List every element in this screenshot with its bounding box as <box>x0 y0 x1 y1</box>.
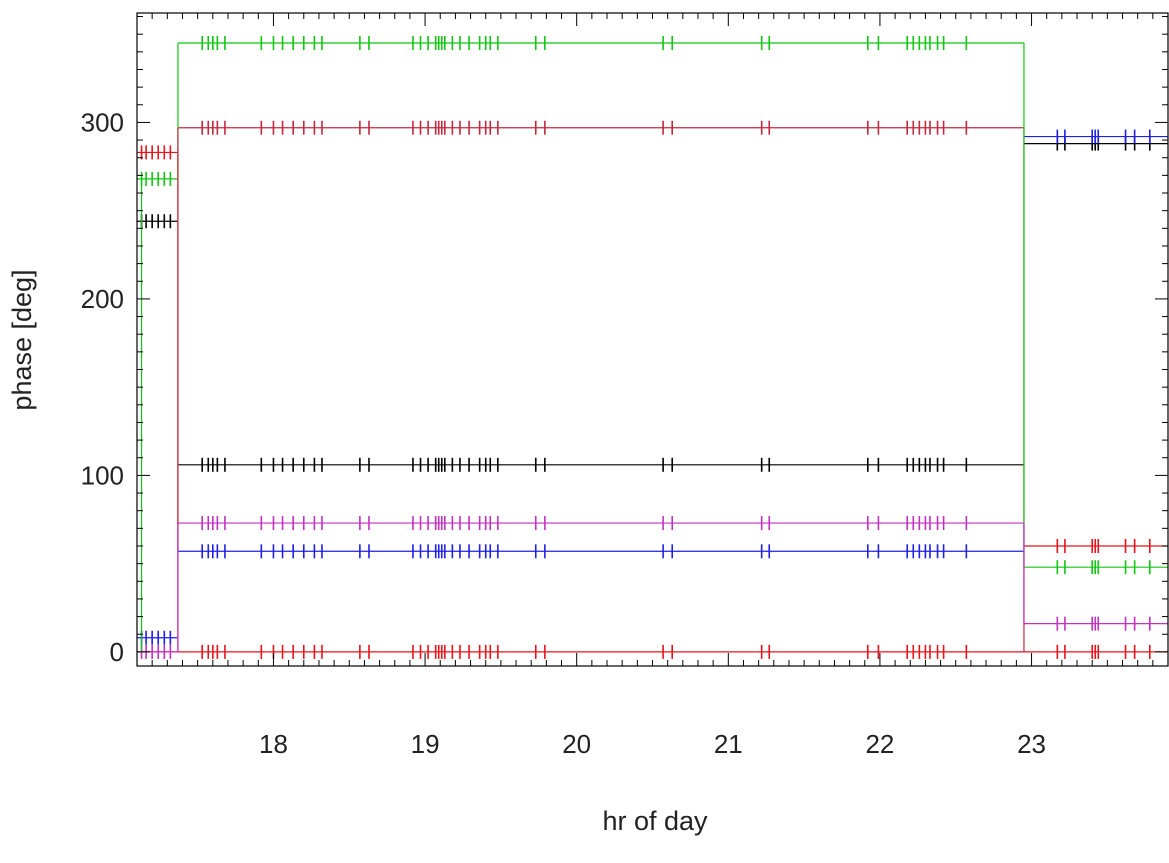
axis-ticks <box>136 13 1169 666</box>
y-tick-label: 200 <box>81 284 124 314</box>
x-tick-label: 21 <box>714 729 743 759</box>
y-tick-label: 300 <box>81 107 124 137</box>
x-tick-label: 20 <box>562 729 591 759</box>
y-tick-label: 100 <box>81 460 124 490</box>
plot-frame <box>136 12 1169 667</box>
y-tick-label: 0 <box>110 637 124 667</box>
x-tick-labels: 18 19 20 21 22 23 <box>259 729 1046 759</box>
x-tick-label: 23 <box>1017 729 1046 759</box>
x-axis-title: hr of day <box>602 806 708 836</box>
x-tick-label: 22 <box>865 729 894 759</box>
data-layer <box>137 36 1168 659</box>
x-tick-label: 18 <box>259 729 288 759</box>
x-tick-label: 19 <box>411 729 440 759</box>
y-tick-labels: 0 100 200 300 <box>81 107 124 666</box>
y-axis-title: phase [deg] <box>7 269 37 410</box>
